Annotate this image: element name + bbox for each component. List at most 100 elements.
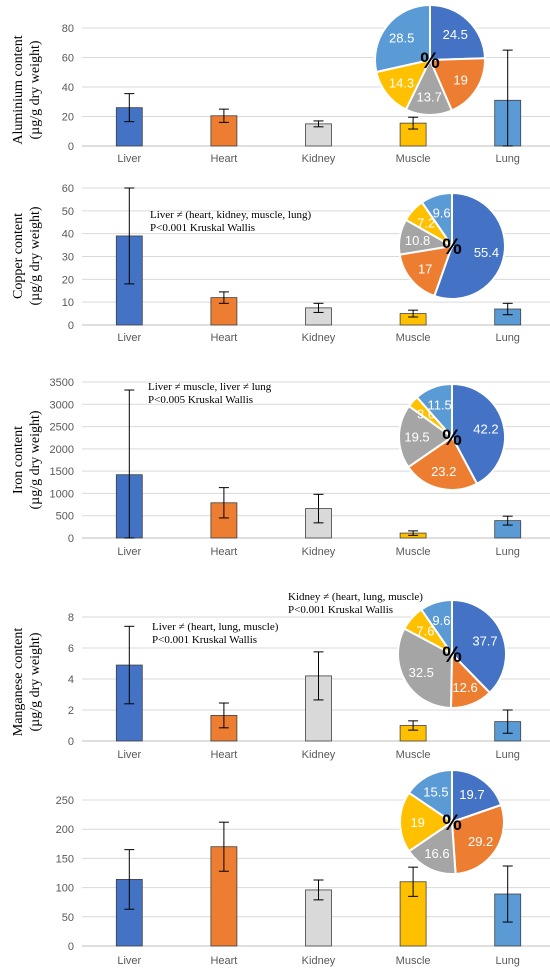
- category-label: Lung: [495, 749, 519, 761]
- category-label: Muscle: [396, 749, 431, 761]
- y-tick-label: 20: [62, 112, 74, 124]
- annotation: P<0.001 Kruskal Wallis: [152, 634, 257, 646]
- y-tick-label: 60: [62, 53, 74, 65]
- pie-slice-label: 14.3: [389, 76, 414, 91]
- pie-slice-label: 7.2: [417, 215, 435, 230]
- category-label: Heart: [210, 955, 237, 967]
- category-label: Liver: [117, 546, 141, 558]
- y-tick-label: 6: [68, 643, 74, 655]
- pie-slice-liver: [451, 598, 507, 695]
- pie-slice-lung: [419, 598, 453, 658]
- pie-slice-label: 11.5: [427, 397, 451, 412]
- y-tick-label: 40: [62, 82, 74, 94]
- pie-slice-lung: [420, 191, 453, 250]
- pie-slice-label: 37.7: [472, 634, 497, 649]
- pie-slice-label: 23.2: [431, 464, 456, 479]
- panel-0: 0 20 40 60 80 Aluminium content (µg/g dry weig…: [11, 3, 550, 165]
- y-tick-label: 250: [56, 795, 74, 807]
- category-label: Lung: [495, 546, 519, 558]
- pie-slice-label: 42.2: [473, 422, 498, 437]
- y-axis-label: Iron content (µg/g dry weight): [11, 410, 43, 509]
- panel-1: 0 10 20 30 40 50 60 Copper content (µg/g dry wei…: [11, 183, 550, 344]
- category-label: Kidney: [302, 955, 336, 967]
- annotation: Liver ≠ (heart, lung, muscle): [152, 621, 279, 633]
- pie-slice-label: 10.8: [405, 233, 430, 248]
- y-tick-label: 20: [62, 274, 74, 286]
- y-tick-label: 50: [62, 912, 74, 924]
- category-label: Kidney: [302, 153, 336, 165]
- pie-slice-label: 19: [410, 815, 424, 830]
- pie-slice-label: 29.2: [468, 834, 493, 849]
- pie-slice-label: 15.5: [423, 785, 448, 800]
- y-tick-label: 40: [62, 229, 74, 241]
- annotation: P<0.001 Kruskal Wallis: [288, 604, 393, 616]
- pie-slice-label: 7.6: [416, 623, 434, 638]
- pie-center-label: %: [442, 810, 462, 835]
- pie-slice-label: 55.4: [474, 245, 499, 260]
- category-label: Lung: [495, 153, 519, 165]
- pie-slice-heart: [450, 803, 505, 875]
- category-label: Liver: [117, 749, 141, 761]
- annotation: Kidney ≠ (heart, lung, muscle): [288, 591, 423, 603]
- annotation: P<0.001 Kruskal Wallis: [150, 222, 255, 234]
- y-tick-label: 60: [62, 183, 74, 195]
- pie-slice-heart: [398, 244, 454, 298]
- category-label: Kidney: [302, 749, 336, 761]
- y-axis-label-line: (µg/g dry weight): [28, 206, 43, 305]
- y-axis-label-line: (µg/g dry weight): [28, 40, 43, 139]
- pie-slice-lung: [415, 382, 453, 440]
- panel-2: 0 500 1000 1500 2000 2500 3000 3500 Iron content…: [11, 377, 550, 558]
- category-label: Heart: [210, 749, 237, 761]
- y-tick-label: 3500: [50, 377, 74, 389]
- y-tick-label: 0: [68, 141, 74, 153]
- y-axis-label: Manganese content (µg/g dry weight): [11, 628, 43, 737]
- pie-slice-label: 9.6: [433, 206, 451, 221]
- pie-slice-label: 19: [453, 72, 467, 87]
- y-axis-label: Copper content (µg/g dry weight): [11, 206, 43, 305]
- y-tick-label: 200: [56, 824, 74, 836]
- y-tick-label: 2500: [50, 422, 74, 434]
- pie-center-label: %: [420, 48, 440, 73]
- y-axis-label-line: Aluminium content: [11, 35, 26, 144]
- pie-slice-muscle: [399, 791, 454, 853]
- pie-slice-kidney: [407, 820, 457, 875]
- y-axis-label-line: (µg/g dry weight): [28, 632, 43, 731]
- y-tick-label: 0: [68, 941, 74, 953]
- pie-slice-kidney: [398, 404, 454, 469]
- category-label: Muscle: [396, 955, 431, 967]
- category-label: Kidney: [302, 546, 336, 558]
- y-axis-label-line: Manganese content: [11, 628, 26, 737]
- y-tick-label: 1500: [50, 466, 74, 478]
- y-tick-label: 4: [68, 674, 74, 686]
- y-tick-label: 1000: [50, 488, 74, 500]
- pie-slice-label: 19.5: [404, 430, 429, 445]
- y-tick-label: 100: [56, 883, 74, 895]
- pie-slice-heart: [406, 435, 479, 491]
- category-label: Lung: [495, 955, 519, 967]
- category-label: Liver: [117, 153, 141, 165]
- category-label: Lung: [495, 332, 519, 344]
- pie-slice-label: 12.6: [452, 680, 477, 695]
- pie-slice-liver: [451, 382, 506, 486]
- pie-slice-label: 24.5: [443, 27, 468, 42]
- y-tick-label: 500: [56, 511, 74, 523]
- pie-slice-label: 19.7: [459, 787, 484, 802]
- pie-center-label: %: [442, 234, 462, 259]
- category-label: Muscle: [396, 153, 431, 165]
- pie-slice-label: 13.7: [417, 89, 442, 104]
- y-tick-label: 30: [62, 252, 74, 264]
- y-tick-label: 3000: [50, 399, 74, 411]
- annotation: Liver ≠ muscle, liver ≠ lung: [148, 381, 272, 393]
- pie-slice-heart: [428, 57, 486, 112]
- y-tick-label: 10: [62, 297, 74, 309]
- pie-slice-label: 28.5: [389, 30, 414, 45]
- pie-center-label: %: [442, 425, 462, 450]
- category-label: Heart: [210, 332, 237, 344]
- y-axis-label: Aluminium content (µg/g dry weight): [11, 35, 43, 144]
- y-tick-label: 80: [62, 23, 74, 35]
- y-tick-label: 2: [68, 705, 74, 717]
- pie-slice-kidney: [397, 627, 454, 710]
- pie-slice-lung: [374, 3, 431, 74]
- pie-slice-label: 32.5: [409, 665, 434, 680]
